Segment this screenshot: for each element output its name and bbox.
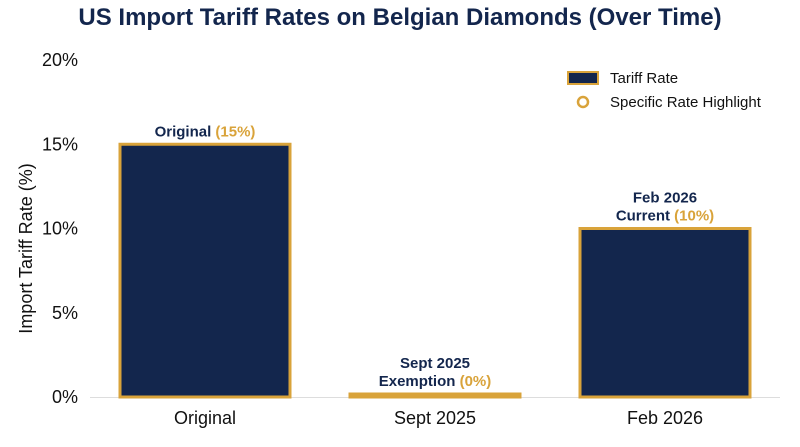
- legend-bar-swatch: [567, 71, 599, 85]
- data-label: Current (10%): [616, 208, 714, 225]
- y-axis-label: Import Tariff Rate (%): [16, 163, 36, 333]
- data-label-value: (15%): [215, 123, 255, 140]
- bar-original: [118, 142, 292, 399]
- y-tick-label: 5%: [52, 303, 78, 323]
- y-tick-label: 20%: [42, 50, 78, 70]
- data-label-value: (10%): [674, 208, 714, 225]
- chart-title: US Import Tariff Rates on Belgian Diamon…: [78, 4, 722, 31]
- y-tick-label: 15%: [42, 134, 78, 154]
- legend-label: Tariff Rate: [610, 70, 678, 87]
- bar-sept-2025: [348, 392, 522, 399]
- x-tick-label: Original: [174, 408, 236, 428]
- y-tick-label: 10%: [42, 219, 78, 239]
- legend-circle-marker: [576, 95, 590, 109]
- y-tick-label: 0%: [52, 387, 78, 407]
- data-label: Exemption (0%): [379, 373, 492, 390]
- bar-feb-2026: [578, 227, 752, 399]
- legend-label: Specific Rate Highlight: [610, 94, 762, 111]
- x-tick-label: Sept 2025: [394, 408, 476, 428]
- data-label-line: Sept 2025: [400, 355, 470, 372]
- data-label: Original (15%): [155, 123, 256, 140]
- data-label-value: (0%): [460, 373, 492, 390]
- x-tick-label: Feb 2026: [627, 408, 703, 428]
- data-label-line: Feb 2026: [633, 190, 697, 207]
